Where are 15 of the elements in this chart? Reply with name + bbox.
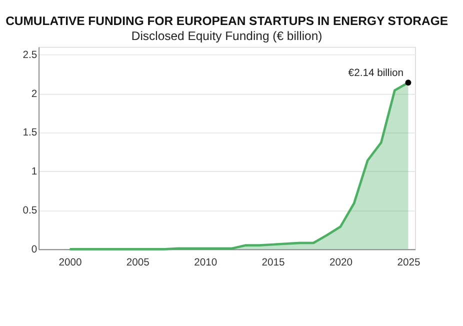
y-tick-label: 0.5 [22, 206, 38, 217]
y-tick-label: 1.5 [22, 128, 38, 139]
y-tick-label: 1 [31, 166, 38, 178]
y-tick-label: 2.5 [22, 50, 38, 61]
y-tick-label: 0 [31, 244, 38, 256]
chart-title: CUMULATIVE FUNDING FOR EUROPEAN STARTUPS IN ENERGY STORAGE [6, 14, 448, 28]
chart-subtitle: Disclosed Equity Funding (€ billion) [131, 29, 322, 44]
x-tick-label: 2020 [329, 258, 353, 269]
x-tick-label: 2010 [194, 258, 218, 269]
x-tick-label: 2000 [58, 258, 82, 269]
x-tick-label: 2005 [126, 258, 150, 269]
y-tick-label: 2 [31, 88, 38, 100]
x-tick-label: 2015 [262, 258, 286, 269]
x-tick-label: 2025 [397, 258, 420, 269]
annotation: €2.14 billion [348, 68, 404, 80]
